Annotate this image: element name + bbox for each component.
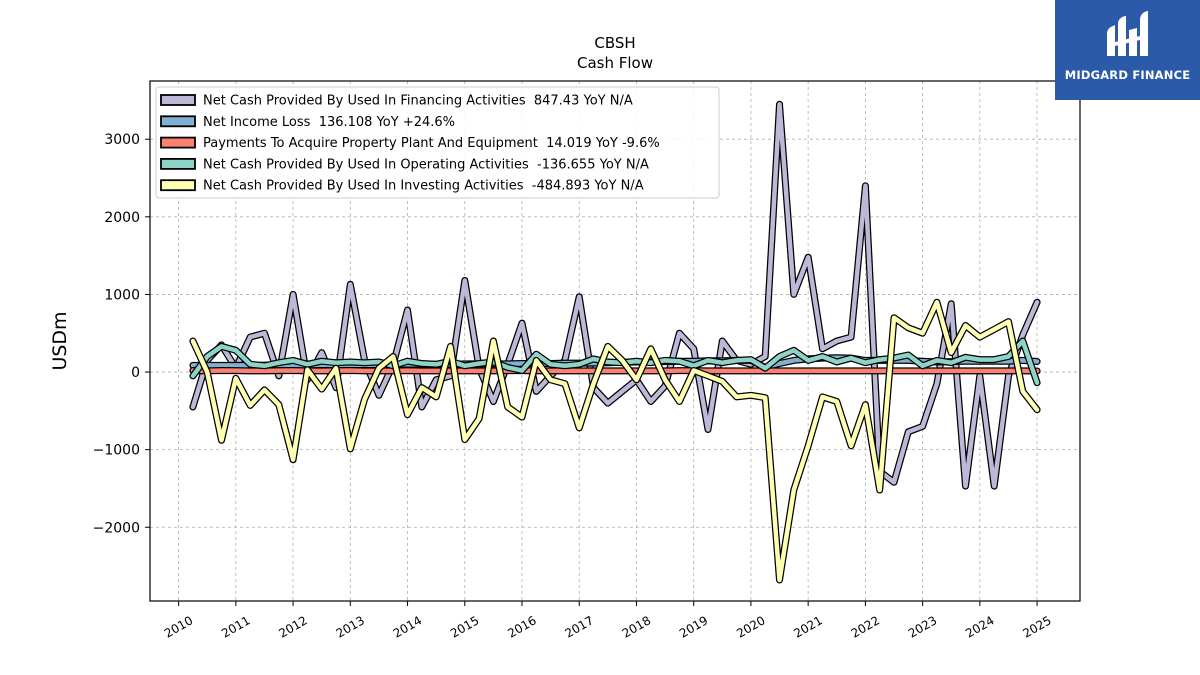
legend-swatch (160, 136, 196, 149)
series-line (190, 102, 1040, 489)
series-lines (189, 100, 1041, 584)
y-axis-ticks: −2000 −1000 0 1000 2000 3000 (93, 132, 150, 536)
legend-entry: Net Cash Provided By Used In Operating A… (203, 157, 649, 172)
y-tick-label: 0 (131, 365, 140, 381)
legend-entry: Net Cash Provided By Used In Financing A… (203, 94, 633, 109)
legend-entry: Payments To Acquire Property Plant And E… (203, 136, 660, 151)
legend-swatch (160, 94, 196, 106)
y-axis-label: USDm (49, 311, 71, 370)
series-line (190, 299, 1040, 583)
series-line (190, 368, 1040, 374)
y-tick-label: 1000 (104, 287, 140, 303)
legend-swatch (160, 115, 196, 128)
y-tick-label: 2000 (104, 210, 140, 226)
legend-swatch (160, 157, 196, 170)
legend-box (155, 86, 720, 199)
logo-text: MIDGARD FINANCE (1064, 68, 1191, 82)
chart-title: CBSH (594, 34, 635, 52)
y-tick-label: −1000 (93, 443, 140, 459)
y-tick-label: −2000 (93, 520, 140, 536)
legend-entry: Net Income Loss 136.108 YoY +24.6% (203, 115, 455, 130)
y-tick-label: 3000 (104, 132, 140, 148)
chart-subtitle: Cash Flow (577, 54, 653, 72)
midgard-logo-icon (1107, 11, 1148, 56)
legend: Net Cash Provided By Used In Financing A… (155, 86, 720, 199)
legend-entry: Net Cash Provided By Used In Investing A… (203, 179, 644, 194)
plot-frame (149, 80, 1081, 602)
legend-swatch (160, 179, 196, 192)
midgard-finance-logo: MIDGARD FINANCE (1055, 0, 1200, 100)
series-line (190, 338, 1040, 385)
